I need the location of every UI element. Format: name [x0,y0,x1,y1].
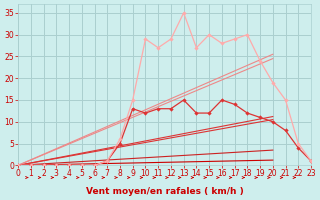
X-axis label: Vent moyen/en rafales ( km/h ): Vent moyen/en rafales ( km/h ) [86,187,244,196]
